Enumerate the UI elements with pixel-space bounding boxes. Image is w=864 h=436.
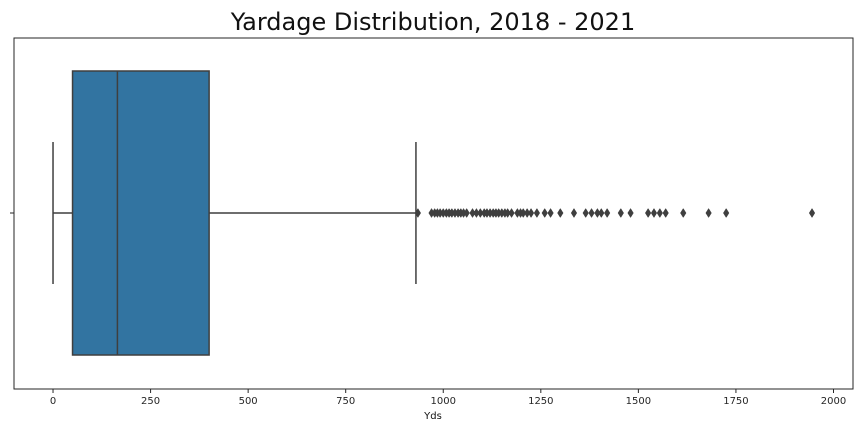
outlier-point bbox=[645, 208, 652, 218]
x-tick-label: 1500 bbox=[626, 396, 651, 407]
outlier-point bbox=[582, 208, 589, 218]
x-tick-label: 1250 bbox=[528, 396, 553, 407]
outlier-point bbox=[650, 208, 658, 218]
outlier-point bbox=[627, 208, 634, 218]
x-tick-label: 750 bbox=[336, 396, 355, 407]
chart-title: Yardage Distribution, 2018 - 2021 bbox=[230, 8, 635, 36]
outlier-point bbox=[598, 208, 605, 218]
outlier-point bbox=[463, 208, 470, 218]
outlier-point bbox=[533, 208, 541, 218]
x-axis-ticks: 0 250 500 750 1000 1250 1500 1750 2000 bbox=[50, 389, 846, 407]
outlier-point bbox=[588, 208, 595, 218]
x-tick-label: 0 bbox=[50, 396, 56, 407]
outlier-point bbox=[723, 208, 730, 218]
outlier-point bbox=[541, 208, 548, 218]
outlier-point bbox=[705, 208, 712, 218]
outlier-point bbox=[527, 208, 535, 218]
outlier-point bbox=[557, 208, 564, 218]
outlier-point bbox=[508, 208, 515, 218]
outlier-point bbox=[414, 208, 421, 218]
x-tick-label: 250 bbox=[141, 396, 160, 407]
x-tick-label: 1000 bbox=[431, 396, 456, 407]
outlier-point bbox=[662, 208, 669, 218]
outlier-point bbox=[547, 208, 554, 218]
outlier-point bbox=[656, 208, 663, 218]
outlier-point bbox=[680, 208, 687, 218]
outlier-point bbox=[570, 208, 578, 218]
x-tick-label: 500 bbox=[239, 396, 258, 407]
outlier-point bbox=[808, 208, 816, 218]
iqr-box bbox=[71, 70, 210, 356]
box-plot-marks bbox=[52, 70, 816, 356]
outlier-point bbox=[617, 208, 624, 218]
x-tick-label: 1750 bbox=[723, 396, 748, 407]
x-tick-label: 2000 bbox=[821, 396, 846, 407]
x-axis-label: Yds bbox=[423, 411, 442, 422]
outlier-point bbox=[604, 208, 611, 218]
